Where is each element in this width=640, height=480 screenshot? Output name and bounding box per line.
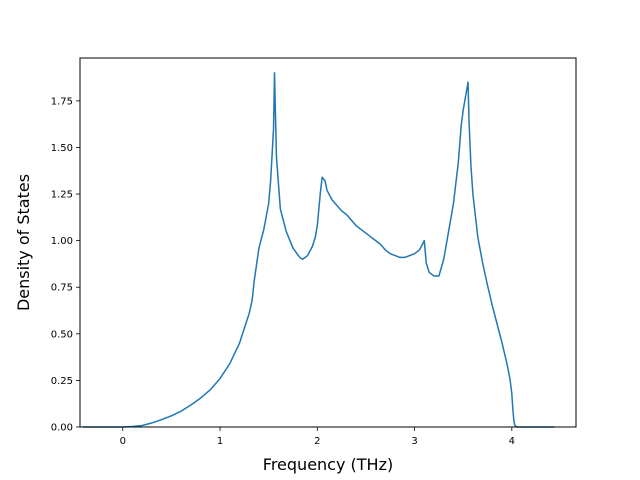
x-tick-label: 2 (314, 436, 320, 447)
y-tick-label: 1.75 (51, 96, 73, 107)
y-tick-label: 1.00 (51, 236, 73, 247)
y-tick-label: 0.25 (51, 376, 73, 387)
y-axis: 0.00 0.25 0.50 0.75 1.00 1.25 1.50 1.75 (51, 96, 80, 434)
x-tick-label: 1 (217, 436, 223, 447)
y-axis-title: Density of States (14, 174, 33, 311)
x-tick-label: 4 (509, 436, 515, 447)
y-tick-label: 0.75 (51, 283, 73, 294)
y-tick-label: 0.00 (51, 423, 73, 434)
plot-frame (79, 57, 577, 428)
x-tick-label: 3 (411, 436, 417, 447)
plot-background (80, 58, 576, 427)
y-tick-label: 0.50 (51, 329, 73, 340)
x-axis: 0 1 2 3 4 (120, 427, 515, 447)
y-tick-label: 1.50 (51, 143, 73, 154)
dos-series-line (82, 72, 555, 428)
y-tick-label: 1.25 (51, 190, 73, 201)
x-tick-label: 0 (120, 436, 126, 447)
x-axis-title: Frequency (THz) (263, 455, 393, 474)
